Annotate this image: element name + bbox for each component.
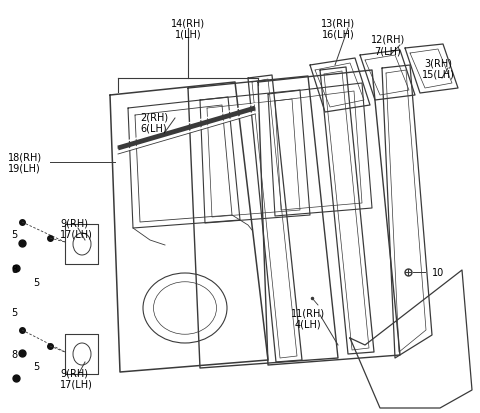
Text: 9(RH)
17(LH): 9(RH) 17(LH) <box>60 368 93 389</box>
Text: 11(RH)
4(LH): 11(RH) 4(LH) <box>291 308 325 330</box>
Text: 5: 5 <box>33 278 39 288</box>
Text: 3(RH)
15(LH): 3(RH) 15(LH) <box>421 58 455 80</box>
Text: 5: 5 <box>11 308 17 318</box>
Text: 5: 5 <box>33 362 39 372</box>
Text: 8: 8 <box>11 265 17 275</box>
Text: 18(RH)
19(LH): 18(RH) 19(LH) <box>8 152 42 173</box>
Text: 14(RH)
1(LH): 14(RH) 1(LH) <box>171 18 205 40</box>
Text: 12(RH)
7(LH): 12(RH) 7(LH) <box>371 35 405 57</box>
Text: 5: 5 <box>11 230 17 240</box>
Text: 8: 8 <box>11 350 17 360</box>
Text: 9(RH)
17(LH): 9(RH) 17(LH) <box>60 218 93 240</box>
Text: 2(RH)
6(LH): 2(RH) 6(LH) <box>140 112 168 133</box>
Text: 13(RH)
16(LH): 13(RH) 16(LH) <box>321 18 355 40</box>
Text: 10: 10 <box>432 268 444 278</box>
